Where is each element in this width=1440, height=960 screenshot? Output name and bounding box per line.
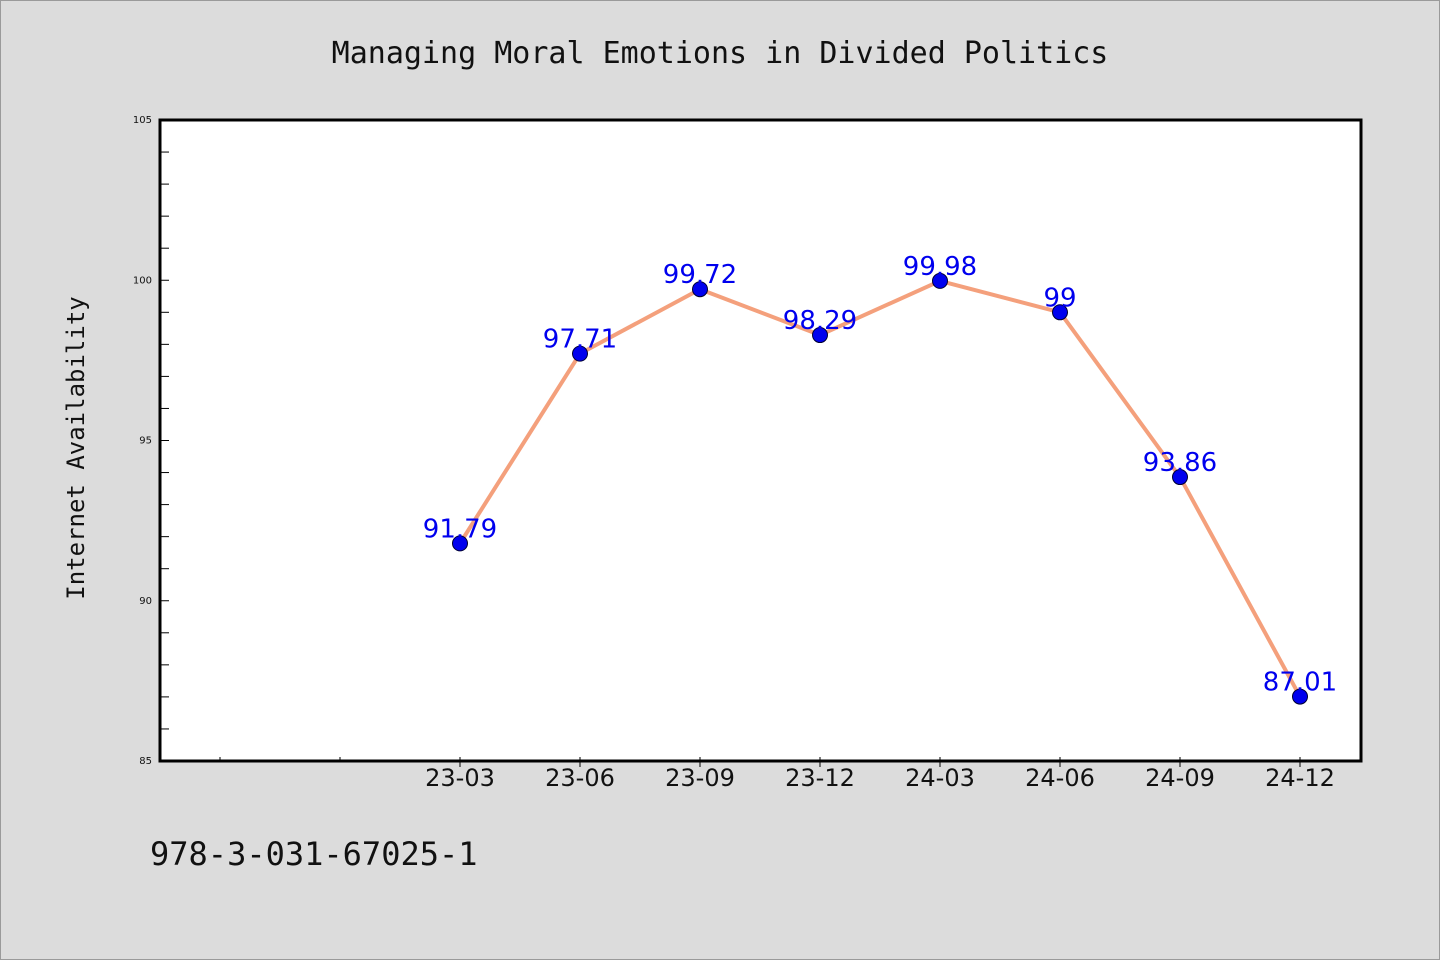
y-tick-label: 95 bbox=[139, 436, 152, 447]
chart-title: Managing Moral Emotions in Divided Polit… bbox=[332, 36, 1109, 71]
data-point bbox=[932, 272, 948, 289]
data-label: 87.01 bbox=[1263, 668, 1337, 698]
x-tick-label: 23-06 bbox=[545, 764, 615, 792]
data-label: 97.71 bbox=[543, 325, 617, 355]
series-line-group bbox=[458, 278, 1302, 698]
data-label: 99 bbox=[1043, 283, 1076, 313]
y-axis-label: Internet Availability bbox=[62, 296, 90, 599]
data-label: 98.29 bbox=[783, 306, 857, 336]
series-line bbox=[458, 278, 1302, 698]
x-axis: 23-03 23-06 23-09 23-12 24-03 24-06 24-09 24-12 bbox=[219, 757, 1335, 792]
data-point bbox=[452, 535, 468, 552]
y-tick-label: 105 bbox=[133, 115, 152, 126]
data-label: 93.86 bbox=[1143, 448, 1217, 478]
data-label: 99.98 bbox=[903, 252, 977, 282]
data-label-group: 91.79 97.71 99.72 98.29 99.98 99 93.86 87.01 bbox=[423, 252, 1337, 698]
data-label: 91.79 bbox=[423, 514, 497, 544]
data-point bbox=[692, 281, 708, 298]
data-point bbox=[572, 345, 588, 362]
y-axis: 85 90 95 100 105 bbox=[133, 115, 169, 767]
x-tick-label: 24-12 bbox=[1265, 764, 1335, 792]
x-tick-label: 23-03 bbox=[425, 764, 495, 792]
plot-area bbox=[158, 118, 1363, 763]
x-tick-label: 24-03 bbox=[905, 764, 975, 792]
y-tick-label: 85 bbox=[139, 756, 152, 767]
data-point bbox=[812, 327, 828, 344]
data-label: 99.72 bbox=[663, 260, 737, 290]
x-tick-label: 24-06 bbox=[1025, 764, 1095, 792]
x-tick-label: 23-09 bbox=[665, 764, 735, 792]
isbn-text: 978-3-031-67025-1 bbox=[150, 835, 478, 873]
y-tick-label: 100 bbox=[133, 275, 152, 286]
y-tick-label: 90 bbox=[139, 596, 152, 607]
data-point bbox=[1172, 469, 1188, 486]
marker-group bbox=[452, 272, 1308, 705]
data-point bbox=[1292, 688, 1308, 705]
x-tick-label: 23-12 bbox=[785, 764, 855, 792]
x-tick-label: 24-09 bbox=[1145, 764, 1215, 792]
data-point bbox=[1052, 304, 1068, 321]
